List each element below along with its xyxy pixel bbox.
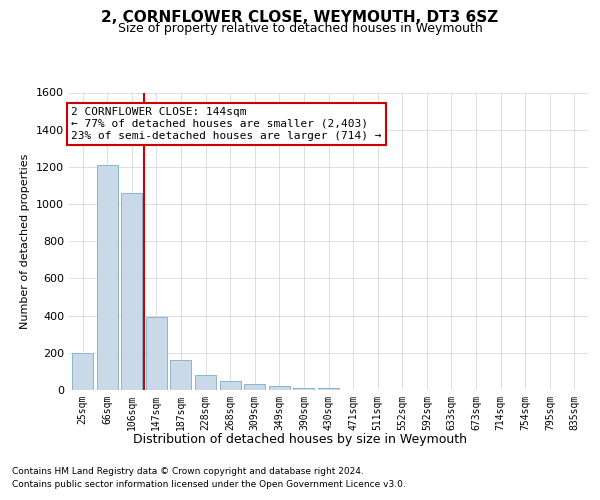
Bar bbox=[195, 375, 216, 390]
Bar bbox=[244, 384, 265, 390]
Bar bbox=[72, 353, 93, 390]
Bar bbox=[97, 165, 118, 390]
Y-axis label: Number of detached properties: Number of detached properties bbox=[20, 154, 31, 329]
Bar bbox=[121, 193, 142, 390]
Text: 2, CORNFLOWER CLOSE, WEYMOUTH, DT3 6SZ: 2, CORNFLOWER CLOSE, WEYMOUTH, DT3 6SZ bbox=[101, 10, 499, 25]
Bar bbox=[293, 388, 314, 390]
Bar bbox=[146, 318, 167, 390]
Text: Distribution of detached houses by size in Weymouth: Distribution of detached houses by size … bbox=[133, 432, 467, 446]
Bar bbox=[269, 386, 290, 390]
Text: Size of property relative to detached houses in Weymouth: Size of property relative to detached ho… bbox=[118, 22, 482, 35]
Text: Contains HM Land Registry data © Crown copyright and database right 2024.: Contains HM Land Registry data © Crown c… bbox=[12, 467, 364, 476]
Bar bbox=[220, 380, 241, 390]
Text: 2 CORNFLOWER CLOSE: 144sqm
← 77% of detached houses are smaller (2,403)
23% of s: 2 CORNFLOWER CLOSE: 144sqm ← 77% of deta… bbox=[71, 108, 382, 140]
Bar bbox=[170, 360, 191, 390]
Text: Contains public sector information licensed under the Open Government Licence v3: Contains public sector information licen… bbox=[12, 480, 406, 489]
Bar bbox=[318, 388, 339, 390]
